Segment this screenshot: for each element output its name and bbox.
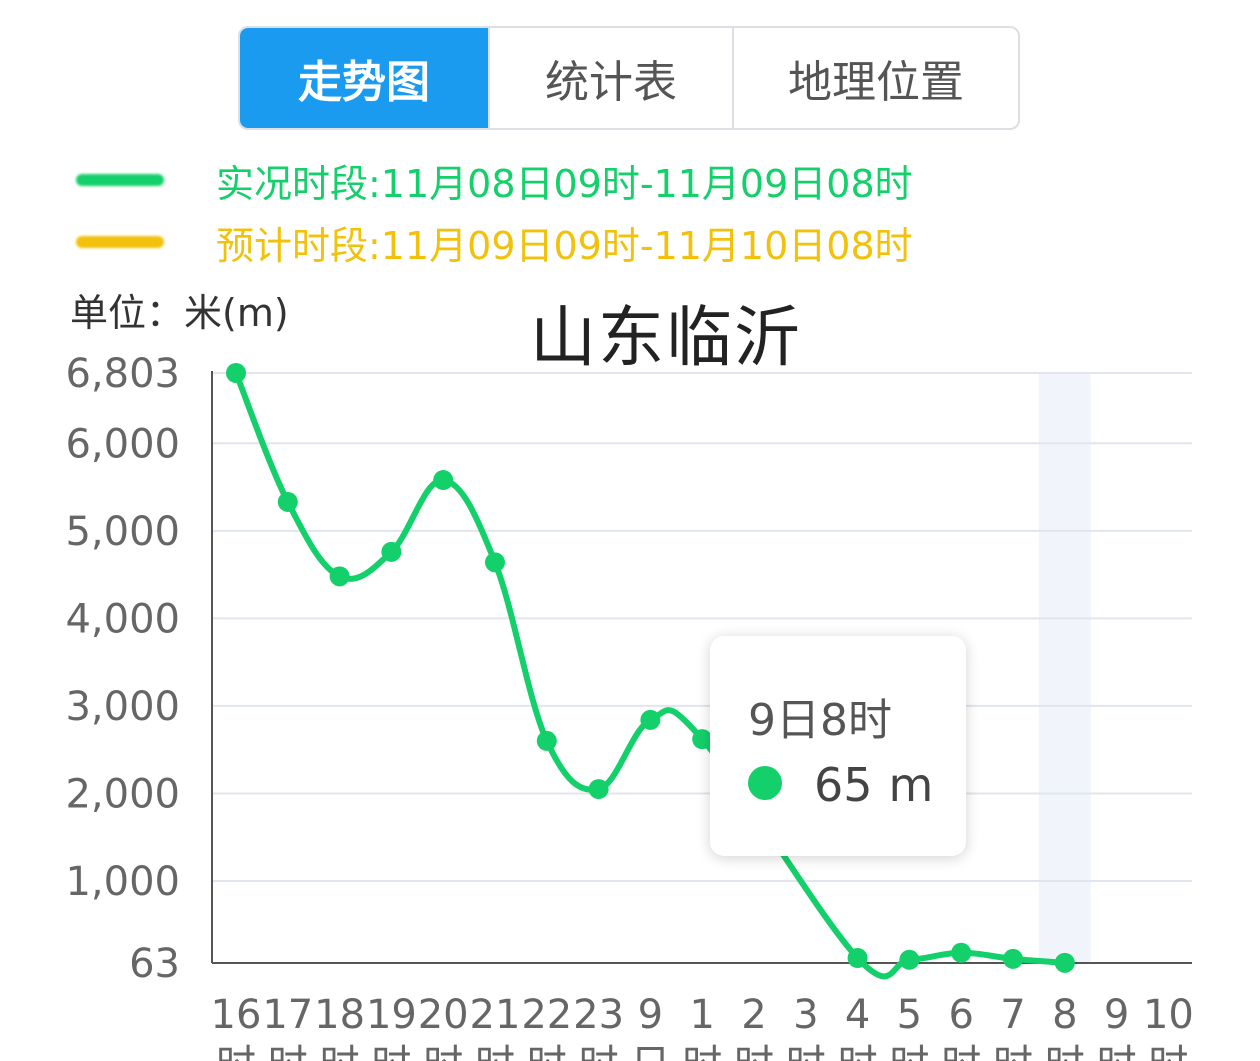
x-tick-label: 3: [793, 992, 818, 1038]
data-point: [226, 363, 246, 383]
legend-label-actual: 实况时段:11月08日09时-11月09日08时: [216, 161, 913, 206]
data-point: [588, 779, 609, 800]
x-tick-label: 22: [521, 992, 572, 1038]
tab-location[interactable]: 地理位置: [732, 28, 1018, 128]
data-point: [640, 709, 661, 730]
tab-statistics[interactable]: 统计表: [488, 28, 732, 128]
x-tick-unit: 时: [941, 1042, 981, 1061]
x-tick-unit: 时: [682, 1042, 722, 1061]
x-tick-label: 19: [366, 992, 417, 1038]
y-tick-label: 3,000: [65, 684, 180, 730]
x-tick-label: 6: [948, 992, 973, 1038]
data-tooltip: 9日8时 65 m: [710, 636, 966, 856]
legend-actual: 实况时段:11月08日09时-11月09日08时: [76, 158, 913, 206]
legend-label-forecast: 预计时段:11月09日09时-11月10日08时: [216, 223, 913, 268]
tooltip-time: 9日8时: [748, 695, 892, 746]
data-point: [847, 948, 868, 969]
x-tick-label: 16: [211, 992, 262, 1038]
data-point: [329, 566, 350, 587]
data-point: [277, 491, 298, 512]
view-tabs: 走势图 统计表 地理位置: [238, 26, 1020, 130]
legend-forecast: 预计时段:11月09日09时-11月10日08时: [76, 220, 913, 268]
x-tick-unit: 时: [320, 1042, 360, 1061]
x-tick-label: 21: [470, 992, 521, 1038]
unit-label: 单位：米(m): [70, 291, 289, 335]
x-tick-unit: 时: [1045, 1042, 1085, 1061]
y-tick-label: 4,000: [65, 596, 180, 642]
y-tick-label: 63: [129, 941, 180, 987]
data-point: [485, 552, 505, 573]
x-tick-label: 23: [573, 992, 624, 1038]
y-tick-label: 1,000: [65, 859, 180, 905]
x-tick-unit: 时: [889, 1042, 929, 1061]
x-tick-unit: 时: [993, 1042, 1033, 1061]
data-point: [381, 541, 402, 562]
data-point: [536, 730, 557, 751]
y-tick-label: 6,803: [65, 351, 180, 397]
x-tick-label: 2: [741, 992, 766, 1038]
highlight-band: [1038, 373, 1091, 963]
data-point: [433, 470, 454, 491]
tooltip-value-line: 65 m: [814, 758, 933, 812]
x-tick-label: 17: [262, 992, 313, 1038]
x-tick-label: 20: [418, 992, 469, 1038]
x-tick-label: 5: [897, 992, 922, 1038]
x-tick-label: 9: [638, 992, 663, 1038]
tooltip-value: 65: [814, 758, 873, 812]
x-tick-unit: 时: [216, 1042, 256, 1061]
legend-swatch-actual: [76, 174, 164, 186]
data-point: [1003, 948, 1023, 969]
x-tick-unit: 时: [838, 1042, 878, 1061]
x-tick-label: 18: [314, 992, 365, 1038]
legend-swatch-forecast: [76, 236, 164, 248]
x-tick-unit: 时: [579, 1042, 619, 1061]
x-tick-label: 8: [1052, 992, 1077, 1038]
data-point: [899, 949, 920, 970]
x-tick-unit: 时: [527, 1042, 567, 1061]
tooltip-unit: m: [888, 758, 934, 812]
x-tick-unit: 时: [1148, 1042, 1188, 1061]
x-tick-unit: 时: [734, 1042, 774, 1061]
y-tick-label: 2,000: [65, 771, 180, 817]
data-point: [951, 942, 972, 963]
tab-trend[interactable]: 走势图: [240, 28, 488, 128]
x-tick-label: 1: [689, 992, 714, 1038]
x-tick-label: 10: [1143, 992, 1194, 1038]
x-tick-label: 4: [845, 992, 870, 1038]
x-tick-unit: 时: [371, 1042, 411, 1061]
chart-title: 山东临沂: [530, 299, 802, 376]
y-tick-label: 5,000: [65, 509, 180, 555]
x-tick-unit: 时: [423, 1042, 463, 1061]
data-point: [1054, 952, 1075, 973]
x-tick-unit: 时: [1097, 1042, 1137, 1061]
y-tick-label: 6,000: [65, 421, 180, 467]
x-tick-unit: 时: [475, 1042, 515, 1061]
x-tick-unit: 时: [786, 1042, 826, 1061]
x-tick-unit: 时: [268, 1042, 308, 1061]
x-tick-unit: 日: [630, 1042, 670, 1061]
x-tick-label: 9: [1104, 992, 1129, 1038]
tooltip-series-dot: [748, 766, 782, 800]
data-point: [692, 729, 713, 750]
x-tick-label: 7: [1000, 992, 1025, 1038]
